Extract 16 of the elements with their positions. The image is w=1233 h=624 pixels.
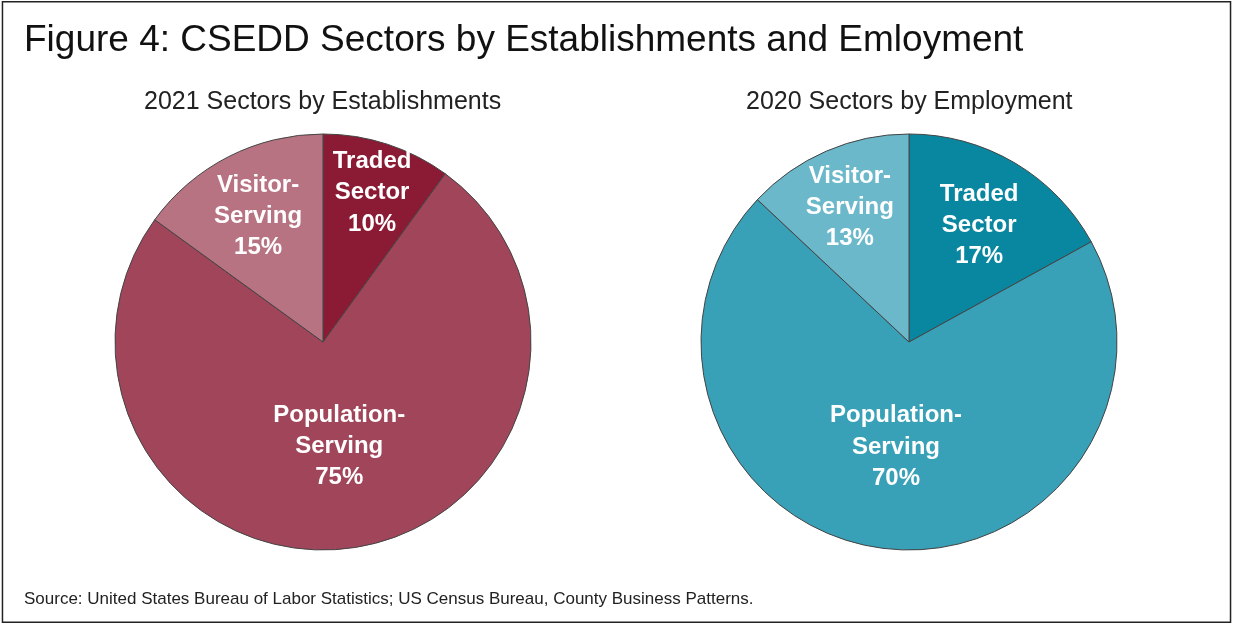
source-note: Source: United States Bureau of Labor Statistics; US Census Bureau, County Business Patterns. xyxy=(24,589,754,608)
slice-label: Visitor-Serving xyxy=(805,160,894,219)
data-label: 13% xyxy=(825,223,874,251)
chart-title: 2020 Sectors by Employment xyxy=(746,86,1073,114)
slice-label: Population-Serving xyxy=(273,400,406,459)
data-label: 10% xyxy=(348,208,397,236)
text: Figure 4: CSEDD Sectors by Establishments and Emloyment xyxy=(24,18,1025,59)
data-label: 17% xyxy=(955,241,1004,269)
chart-title: 2021 Sectors by Establishments xyxy=(144,86,502,114)
data-label: 15% xyxy=(234,232,283,260)
data-label: 70% xyxy=(871,462,920,490)
slice-label: Visitor-Serving xyxy=(214,169,303,229)
slice-label: Traded Sector xyxy=(332,146,412,205)
slice-label: Population-Serving xyxy=(829,400,962,459)
data-label: 75% xyxy=(315,462,364,490)
slice-label: Traded Sector xyxy=(939,178,1019,237)
